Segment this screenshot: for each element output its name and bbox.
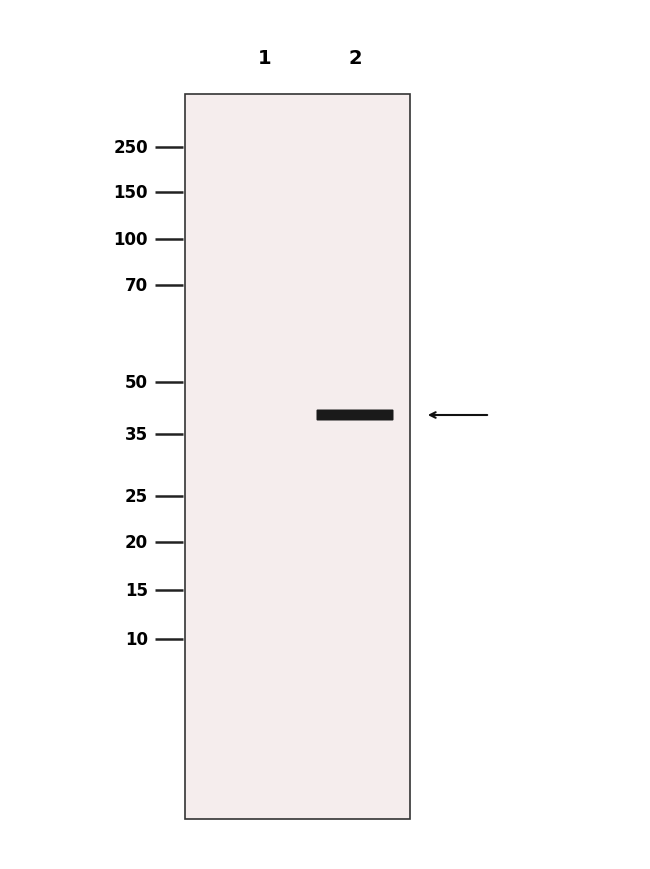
Text: 15: 15 [125, 581, 148, 600]
Text: 250: 250 [113, 139, 148, 156]
Text: 70: 70 [125, 276, 148, 295]
FancyBboxPatch shape [317, 410, 393, 421]
Text: 1: 1 [258, 49, 272, 68]
Text: 100: 100 [114, 231, 148, 249]
Text: 25: 25 [125, 488, 148, 506]
Text: 10: 10 [125, 630, 148, 648]
Bar [185, 95, 410, 819]
Text: 150: 150 [114, 183, 148, 202]
Text: 35: 35 [125, 426, 148, 443]
Text: 50: 50 [125, 374, 148, 392]
Text: 2: 2 [348, 49, 362, 68]
Text: 20: 20 [125, 534, 148, 551]
